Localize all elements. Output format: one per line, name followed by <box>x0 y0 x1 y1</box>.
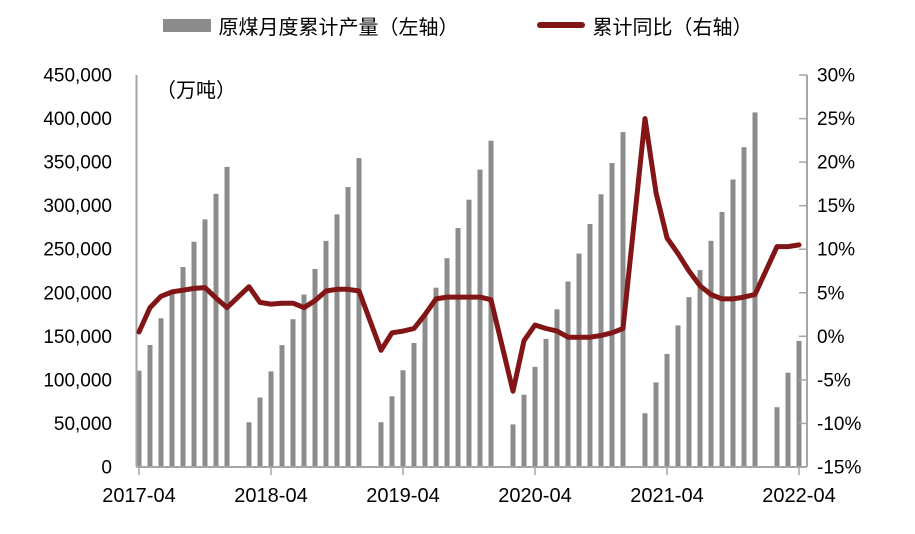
bar-2020-10 <box>598 194 604 468</box>
bar-2018-12 <box>356 158 362 467</box>
bar-2019-10 <box>466 199 472 467</box>
x-tick-label: 2021-04 <box>630 485 703 507</box>
bar-2017-08 <box>180 267 186 467</box>
left-tick-label: 50,000 <box>54 414 112 435</box>
bar-2020-12 <box>620 132 626 467</box>
bar-2020-06 <box>554 309 560 467</box>
left-tick-label: 0 <box>101 458 112 479</box>
x-tick-label: 2020-04 <box>498 485 571 507</box>
left-tick-label: 300,000 <box>43 196 112 217</box>
bar-2018-04 <box>268 371 274 467</box>
legend-label-yoy: 累计同比（右轴） <box>592 16 753 39</box>
bar-2021-06 <box>686 297 692 467</box>
bar-2021-07 <box>697 270 703 467</box>
bar-2022-02 <box>774 407 780 467</box>
bar-2020-09 <box>587 224 593 467</box>
bar-2018-08 <box>312 269 318 467</box>
bar-2018-09 <box>323 240 329 467</box>
bar-2021-03 <box>653 382 659 467</box>
bar-2022-03 <box>785 372 791 467</box>
legend-item-yoy: 累计同比（右轴） <box>536 11 753 40</box>
right-tick-label: 10% <box>817 240 855 261</box>
bar-2020-05 <box>543 338 549 467</box>
y-axis-left-labels: 0 50,000 100,000 150,000 200,000 250,000 300,0… <box>43 66 112 479</box>
bar-2019-02 <box>378 422 384 467</box>
x-tick-label: 2017-04 <box>102 485 175 507</box>
bar-2020-03 <box>521 394 527 467</box>
right-tick-label: 20% <box>817 153 855 174</box>
left-tick-label: 400,000 <box>43 109 112 130</box>
left-tick-label: 350,000 <box>43 153 112 174</box>
bar-2019-05 <box>411 343 417 467</box>
bar-2019-07 <box>433 287 439 467</box>
right-tick-label: -5% <box>817 370 851 391</box>
bar-2018-03 <box>257 397 263 467</box>
bar-2018-02 <box>246 422 252 467</box>
left-tick-label: 450,000 <box>43 66 112 87</box>
y-axis-right-labels: -15% -10% -5% 0% 5% 10% 15% 20% 25% 30% <box>799 66 861 479</box>
bar-2018-10 <box>334 214 340 467</box>
yoy-line <box>136 116 802 394</box>
bar-2020-02 <box>510 424 516 467</box>
bar-swatch-icon <box>162 18 211 32</box>
bar-2019-11 <box>477 169 483 467</box>
bar-2020-04 <box>532 366 538 467</box>
bar-2017-05 <box>147 345 153 467</box>
x-tick-label: 2022-04 <box>762 485 835 507</box>
right-tick-label: -10% <box>817 414 861 435</box>
bar-2018-06 <box>290 319 296 467</box>
right-tick-label: 30% <box>817 66 855 87</box>
bar-2019-04 <box>400 370 406 467</box>
chart-legend: 原煤月度累计产量（左轴） 累计同比（右轴） <box>0 6 915 44</box>
x-axis-labels: 2017-04 2018-04 2019-04 2020-04 2021-04 2022-… <box>102 467 836 507</box>
bar-2017-11 <box>213 193 219 468</box>
bar-2021-04 <box>664 353 670 467</box>
bar-2018-07 <box>301 294 307 467</box>
right-tick-label: 0% <box>817 327 845 348</box>
bar-2021-11 <box>741 147 747 467</box>
bar-2017-12 <box>224 166 230 467</box>
line-swatch-icon <box>536 22 585 28</box>
x-tick-label: 2019-04 <box>366 485 439 507</box>
legend-label-production: 原煤月度累计产量（左轴） <box>218 16 459 39</box>
bar-2019-08 <box>444 258 450 467</box>
bar-2018-05 <box>279 345 285 467</box>
bar-2020-08 <box>576 253 582 467</box>
bar-2017-06 <box>158 318 164 467</box>
bar-2021-09 <box>719 211 725 467</box>
bar-2021-05 <box>675 325 681 467</box>
left-tick-label: 150,000 <box>43 327 112 348</box>
left-tick-label: 100,000 <box>43 370 112 391</box>
bar-2022-04 <box>796 340 802 467</box>
bar-2018-11 <box>345 187 351 467</box>
bar-2017-07 <box>169 293 175 467</box>
legend-item-production: 原煤月度累计产量（左轴） <box>162 11 459 40</box>
left-tick-label: 250,000 <box>43 240 112 261</box>
left-axis-unit-label: （万吨） <box>156 79 236 102</box>
bar-2017-10 <box>202 219 208 467</box>
bar-2020-11 <box>609 163 615 467</box>
bar-2019-09 <box>455 228 461 467</box>
bar-2021-02 <box>642 413 648 467</box>
bar-2021-10 <box>730 179 736 467</box>
left-tick-label: 200,000 <box>43 283 112 304</box>
right-tick-label: -15% <box>817 458 861 479</box>
bar-2021-08 <box>708 240 714 467</box>
bar-2019-03 <box>389 396 395 467</box>
right-tick-label: 25% <box>817 109 855 130</box>
bar-2020-07 <box>565 281 571 467</box>
x-tick-label: 2018-04 <box>234 485 307 507</box>
bar-2017-09 <box>191 241 197 467</box>
bar-2019-06 <box>422 313 428 467</box>
right-tick-label: 5% <box>817 283 845 304</box>
right-tick-label: 15% <box>817 196 855 217</box>
axes <box>135 75 808 468</box>
bar-2017-04 <box>136 370 142 467</box>
